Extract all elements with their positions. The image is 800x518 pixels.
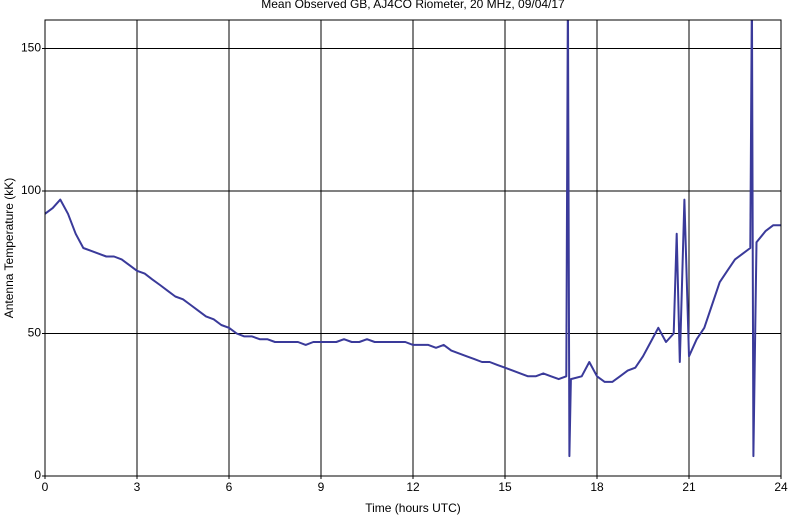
x-tick-label: 24 (774, 480, 788, 494)
x-tick-label: 12 (406, 480, 420, 494)
x-tick-label: 21 (682, 480, 696, 494)
x-tick-label: 9 (318, 480, 325, 494)
x-axis-label: Time (hours UTC) (365, 501, 461, 515)
data-line (45, 20, 781, 458)
y-axis-label: Antenna Temperature (kK) (2, 178, 16, 319)
x-tick-label: 6 (226, 480, 233, 494)
y-tick-label: 150 (21, 41, 41, 55)
x-tick-label: 15 (498, 480, 512, 494)
chart-title: Mean Observed GB, AJ4CO Riometer, 20 MHz… (261, 0, 565, 11)
x-tick-label: 3 (134, 480, 141, 494)
y-tick-label: 50 (28, 326, 42, 340)
x-tick-label: 0 (42, 480, 49, 494)
plot-area (45, 20, 781, 458)
grid (44, 20, 782, 477)
y-tick-label: 100 (21, 183, 41, 197)
y-tick-label: 0 (34, 468, 41, 482)
x-tick-label: 18 (590, 480, 604, 494)
